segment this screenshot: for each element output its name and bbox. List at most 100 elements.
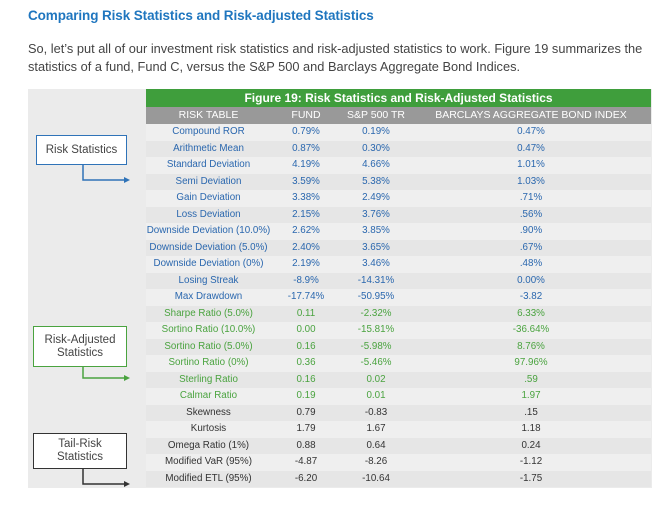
table-row: Skewness 0.79 -0.83 .15: [146, 404, 651, 421]
table-row: Downside Deviation (10.0%) 2.62% 3.85% .90%: [146, 223, 651, 240]
row-label: Loss Deviation: [176, 208, 241, 220]
fund-value: -17.74%: [287, 291, 325, 302]
fund-value: 0.87%: [292, 142, 320, 154]
barclays-value: 0.24: [521, 439, 541, 451]
fund-value: 2.40%: [292, 241, 320, 253]
barclays-value: 1.97: [521, 390, 541, 401]
row-label: Downside Deviation (0%): [153, 258, 264, 269]
table-row: Modified VaR (95%) -4.87 -8.26 -1.12: [146, 454, 651, 471]
risk-table: Figure 19: Risk Statistics and Risk-Adju…: [146, 89, 651, 487]
table-row: Sortino Ratio (5.0%) 0.16 -5.98% 8.76%: [146, 338, 651, 355]
row-label: Calmar Ratio: [179, 390, 238, 401]
fund-value: 0.00: [296, 324, 316, 335]
sp500-value: 3.76%: [362, 208, 390, 220]
table-row: Semi Deviation 3.59% 5.38% 1.03%: [146, 173, 651, 190]
table-row: Downside Deviation (0%) 2.19% 3.46% .48%: [146, 256, 651, 273]
callout-adjusted-label: Risk-Adjusted Statistics: [44, 333, 116, 359]
barclays-value: -36.64%: [512, 324, 550, 335]
col-header-barclays: BARCLAYS AGGREGATE BOND INDEX: [435, 109, 627, 121]
row-label: Arithmetic Mean: [173, 142, 244, 154]
table-row: Modified ETL (95%) -6.20 -10.64 -1.75: [146, 470, 651, 487]
table-row: Sterling Ratio 0.16 0.02 .59: [146, 371, 651, 388]
row-label: Sortino Ratio (5.0%): [164, 340, 253, 352]
sp500-value: 2.49%: [362, 192, 390, 203]
barclays-value: .67%: [519, 241, 543, 253]
fund-value: 2.62%: [292, 225, 320, 236]
sp500-value: -2.32%: [360, 307, 392, 319]
table-row: Sortino Ratio (10.0%) 0.00 -15.81% -36.64%: [146, 322, 651, 339]
table-row: Compound ROR 0.79% 0.19% 0.47%: [146, 124, 651, 141]
sp500-value: 0.64: [366, 439, 386, 451]
barclays-value: 1.03%: [517, 175, 545, 187]
table-row: Sortino Ratio (0%) 0.36 -5.46% 97.96%: [146, 355, 651, 372]
arrow-tail-icon: [82, 468, 130, 487]
table-header-row: RISK TABLE FUND S&P 500 TR BARCLAYS AGGR…: [146, 107, 651, 124]
callout-risk-adjusted-statistics: Risk-Adjusted Statistics: [33, 326, 127, 367]
fund-value: -8.9%: [293, 274, 319, 286]
sp500-value: -8.26: [364, 456, 388, 467]
fund-value: 3.59%: [292, 175, 320, 187]
table-row: Standard Deviation 4.19% 4.66% 1.01%: [146, 157, 651, 174]
sp500-value: -5.46%: [360, 357, 392, 368]
sp500-value: -50.95%: [357, 291, 395, 302]
fund-value: 3.38%: [292, 192, 320, 203]
fund-value: 0.19: [296, 390, 316, 401]
sp500-value: 3.65%: [362, 241, 390, 253]
sp500-value: 0.01: [366, 390, 386, 401]
col-header-sp500: S&P 500 TR: [347, 109, 405, 121]
col-header-fund: FUND: [291, 109, 321, 121]
barclays-value: 8.76%: [517, 340, 545, 352]
table-row: Max Drawdown -17.74% -50.95% -3.82: [146, 289, 651, 306]
barclays-value: 1.18: [521, 423, 541, 434]
barclays-value: .59: [524, 373, 538, 385]
fund-value: -6.20: [294, 472, 318, 484]
section-heading: Comparing Risk Statistics and Risk-adjus…: [28, 8, 374, 23]
row-label: Omega Ratio (1%): [167, 439, 250, 451]
table-row: Gain Deviation 3.38% 2.49% .71%: [146, 190, 651, 207]
sp500-value: 0.19%: [362, 126, 390, 137]
fund-value: 2.19%: [292, 258, 320, 269]
row-label: Downside Deviation (10.0%): [146, 225, 271, 236]
row-label: Sortino Ratio (10.0%): [161, 324, 256, 335]
row-label: Sterling Ratio: [179, 373, 238, 385]
fund-value: 0.11: [296, 307, 316, 319]
row-label: Semi Deviation: [175, 175, 242, 187]
row-label: Compound ROR: [172, 126, 245, 137]
fund-value: 2.15%: [292, 208, 320, 220]
row-label: Losing Streak: [178, 274, 239, 286]
barclays-value: 0.47%: [517, 142, 545, 154]
fund-value: 0.79%: [292, 126, 320, 137]
sp500-value: -15.81%: [357, 324, 395, 335]
table-row: Omega Ratio (1%) 0.88 0.64 0.24: [146, 437, 651, 454]
callout-risk-label: Risk Statistics: [45, 143, 118, 156]
fund-value: 0.88: [296, 439, 316, 451]
row-label: Modified ETL (95%): [165, 472, 252, 484]
barclays-value: .71%: [519, 192, 543, 203]
arrow-risk-icon: [82, 164, 130, 183]
row-label: Downside Deviation (5.0%): [149, 241, 268, 253]
sp500-value: 5.38%: [362, 175, 390, 187]
col-header-risk-table: RISK TABLE: [178, 109, 239, 121]
barclays-value: 0.47%: [517, 126, 545, 137]
fund-value: 0.79: [296, 406, 316, 418]
table-row: Downside Deviation (5.0%) 2.40% 3.65% .67%: [146, 239, 651, 256]
table-row: Losing Streak -8.9% -14.31% 0.00%: [146, 272, 651, 289]
row-label: Modified VaR (95%): [165, 456, 252, 467]
arrow-adjusted-icon: [82, 367, 130, 381]
sp500-value: 0.02: [366, 373, 386, 385]
barclays-value: 1.01%: [517, 159, 545, 170]
sp500-value: -10.64: [362, 472, 390, 484]
sp500-value: 3.46%: [362, 258, 390, 269]
row-label: Standard Deviation: [166, 159, 251, 170]
figure-title: Figure 19: Risk Statistics and Risk-Adju…: [146, 89, 651, 107]
sp500-value: 4.66%: [362, 159, 390, 170]
table-row: Calmar Ratio 0.19 0.01 1.97: [146, 388, 651, 405]
fund-value: 0.36: [296, 357, 316, 368]
table-row: Kurtosis 1.79 1.67 1.18: [146, 421, 651, 438]
table-row: Loss Deviation 2.15% 3.76% .56%: [146, 206, 651, 223]
row-label: Gain Deviation: [176, 192, 241, 203]
barclays-value: 97.96%: [514, 357, 548, 368]
barclays-value: .90%: [519, 225, 543, 236]
fund-value: -4.87: [294, 456, 318, 467]
fund-value: 0.16: [296, 373, 316, 385]
